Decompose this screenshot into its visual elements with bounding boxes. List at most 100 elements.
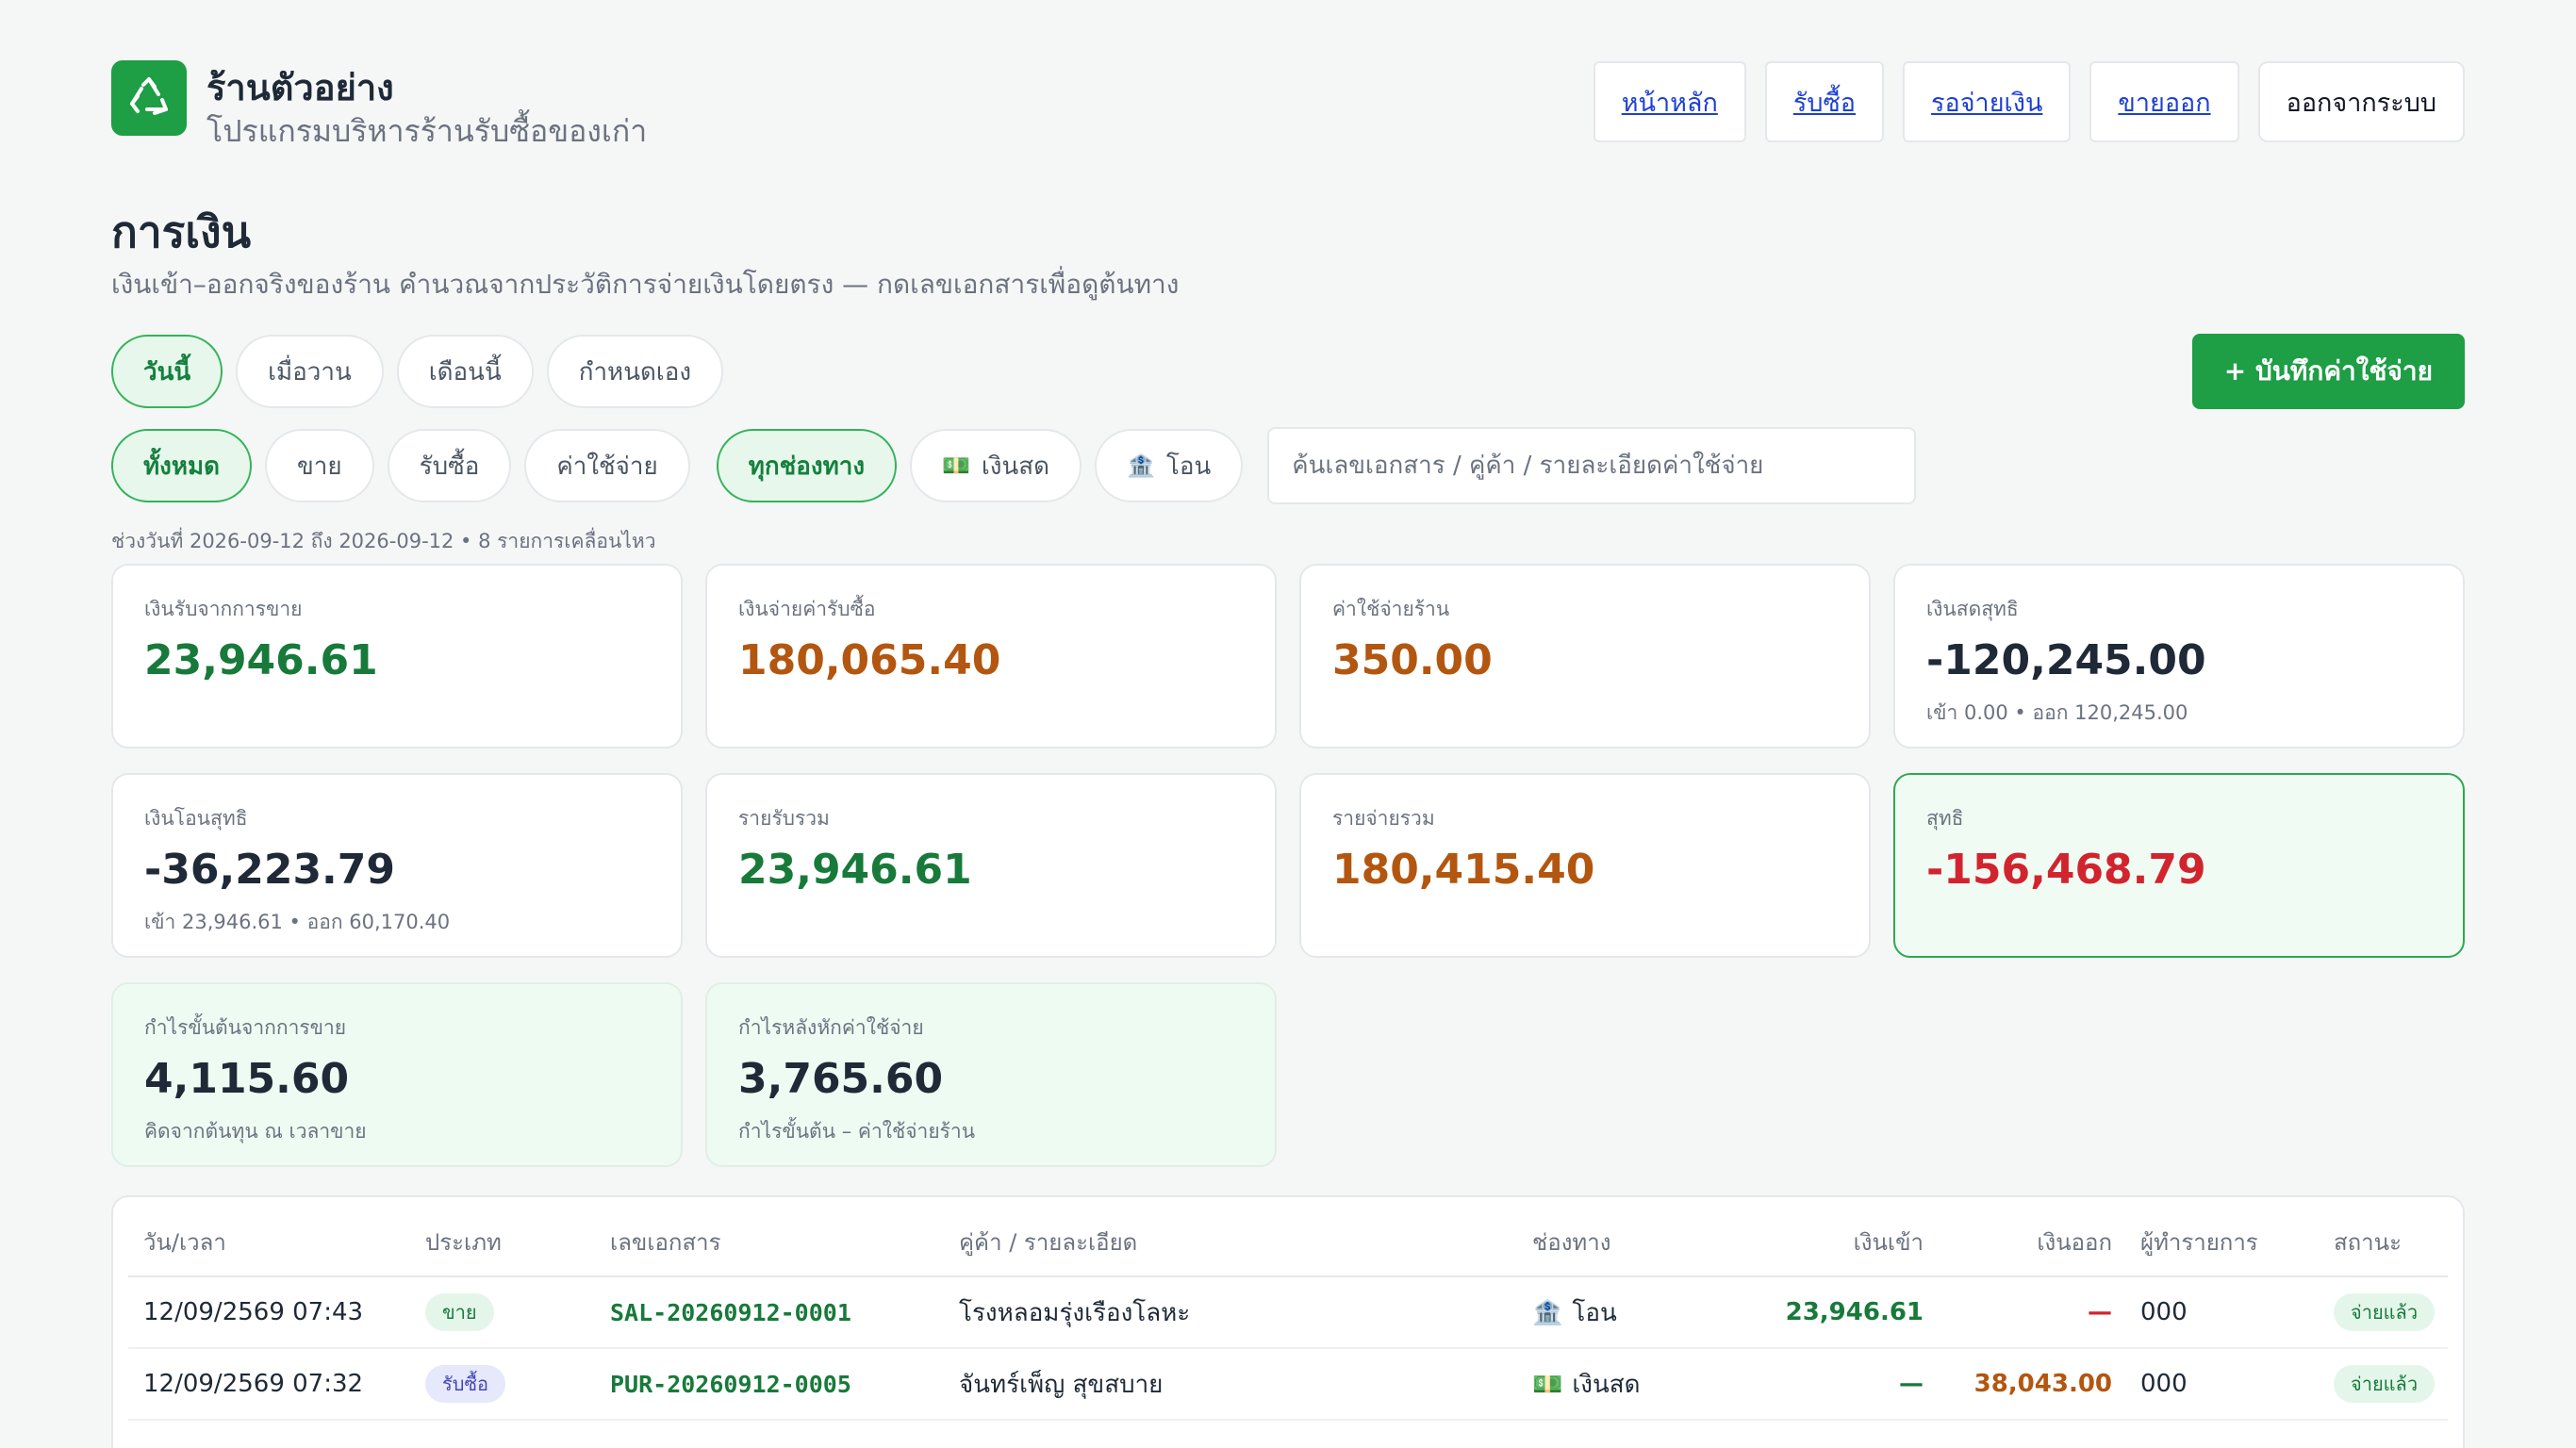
card-value: -156,468.79: [1926, 846, 2206, 894]
doc-link[interactable]: SAL-20260912-0001: [610, 1276, 959, 1349]
shop-name: ร้านตัวอย่าง: [206, 67, 394, 108]
filter-type-purchase[interactable]: รับซื้อ: [387, 429, 512, 502]
filter-type-expense[interactable]: ค่าใช้จ่าย: [524, 429, 690, 502]
cell-party: โรงหลอมรุ่งเรืองโลหะ: [959, 1276, 1532, 1349]
status-badge: จ่ายแล้ว: [2334, 1365, 2436, 1403]
type-badge: รับซื้อ: [425, 1365, 506, 1403]
logout-button[interactable]: ออกจากระบบ: [2257, 61, 2465, 142]
cell-by: 000: [2140, 1348, 2334, 1421]
card-label: รายรับรวม: [738, 807, 830, 830]
transactions-table: วัน/เวลา ประเภท เลขเอกสาร คู่ค้า / รายละ…: [128, 1197, 2448, 1421]
top-nav: หน้าหลัก รับซื้อ รอจ่ายเงิน ขายออก ออกจา…: [1593, 61, 2465, 142]
card-net-transfer: เงินโอนสุทธิ -36,223.79 เข้า 23,946.61 •…: [111, 773, 683, 958]
shop-subtitle: โปรแกรมบริหารร้านรับซื้อของเก่า: [206, 113, 648, 149]
col-doc[interactable]: เลขเอกสาร: [610, 1197, 959, 1277]
page-description: เงินเข้า–ออกจริงของร้าน คำนวณจากประวัติก…: [111, 269, 1180, 300]
doc-link[interactable]: PUR-20260912-0005: [610, 1348, 959, 1421]
filter-type-all[interactable]: ทั้งหมด: [111, 429, 252, 502]
card-gross-profit: กำไรขั้นต้นจากการขาย 4,115.60 คิดจากต้นท…: [111, 982, 683, 1167]
nav-pending-link[interactable]: รอจ่ายเงิน: [1931, 88, 2043, 118]
card-shop-expense: ค่าใช้จ่ายร้าน 350.00: [1299, 564, 1871, 749]
page-title: การเงิน: [111, 206, 252, 257]
col-in[interactable]: เงินเข้า: [1740, 1197, 1952, 1277]
nav-purchase-button[interactable]: รับซื้อ: [1764, 61, 1884, 142]
cell-in: 23,946.61: [1740, 1276, 1952, 1349]
card-label: เงินรับจากการขาย: [144, 598, 303, 620]
card-label: รายจ่ายรวม: [1332, 807, 1435, 830]
cell-status: จ่ายแล้ว: [2334, 1276, 2448, 1349]
card-sub: เข้า 23,946.61 • ออก 60,170.40: [144, 911, 451, 933]
col-out[interactable]: เงินออก: [1952, 1197, 2140, 1277]
recycle-icon[interactable]: [111, 60, 187, 136]
card-label: กำไรขั้นต้นจากการขาย: [144, 1016, 347, 1039]
nav-home-link[interactable]: หน้าหลัก: [1621, 88, 1718, 118]
card-label: เงินสดสุทธิ: [1926, 598, 2019, 620]
cell-type: รับซื้อ: [425, 1348, 610, 1421]
card-sub: เข้า 0.00 • ออก 120,245.00: [1926, 701, 2188, 724]
cell-datetime: 12/09/2569 07:43: [128, 1276, 425, 1349]
range-note: ช่วงวันที่ 2026-09-12 ถึง 2026-09-12 • 8…: [111, 530, 656, 552]
cell-status: จ่ายแล้ว: [2334, 1348, 2448, 1421]
filter-channel-all[interactable]: ทุกช่องทาง: [716, 429, 898, 502]
filter-channel-transfer-label: โอน: [1165, 452, 1212, 481]
nav-pending-button[interactable]: รอจ่ายเงิน: [1903, 61, 2072, 142]
nav-sell-link[interactable]: ขายออก: [2118, 88, 2211, 118]
date-filter-group: วันนี้ เมื่อวาน เดือนนี้ กำหนดเอง: [111, 335, 724, 408]
filter-channel-cash[interactable]: 💵 เงินสด: [910, 429, 1082, 502]
nav-sell-button[interactable]: ขายออก: [2089, 61, 2239, 142]
filter-yesterday[interactable]: เมื่อวาน: [236, 335, 384, 408]
card-total-income: รายรับรวม 23,946.61: [705, 773, 1277, 958]
col-party[interactable]: คู่ค้า / รายละเอียด: [959, 1197, 1532, 1277]
card-value: 23,946.61: [738, 846, 972, 894]
card-sub: กำไรขั้นต้น – ค่าใช้จ่ายร้าน: [738, 1120, 976, 1143]
cell-channel: 🏦 โอน: [1532, 1276, 1740, 1349]
card-value: 180,065.40: [738, 636, 1001, 684]
col-datetime[interactable]: วัน/เวลา: [128, 1197, 425, 1277]
card-net: สุทธิ -156,468.79: [1893, 773, 2465, 958]
card-value: 23,946.61: [144, 636, 378, 684]
card-sub: คิดจากต้นทุน ณ เวลาขาย: [144, 1120, 367, 1143]
cell-out: —: [1952, 1276, 2140, 1349]
table-header-row: วัน/เวลา ประเภท เลขเอกสาร คู่ค้า / รายละ…: [128, 1197, 2448, 1277]
filter-type-sale[interactable]: ขาย: [265, 429, 374, 502]
type-channel-filter-group: ทั้งหมด ขาย รับซื้อ ค่าใช้จ่าย ทุกช่องทา…: [111, 427, 1917, 504]
status-badge: จ่ายแล้ว: [2334, 1293, 2436, 1331]
card-label: เงินจ่ายค่ารับซื้อ: [738, 598, 876, 620]
table-row[interactable]: 12/09/2569 07:32 รับซื้อ PUR-20260912-00…: [128, 1348, 2448, 1421]
card-profit-after-expense: กำไรหลังหักค่าใช้จ่าย 3,765.60 กำไรขั้นต…: [705, 982, 1277, 1167]
channel-label: โอน: [1572, 1298, 1617, 1327]
filter-today[interactable]: วันนี้: [111, 335, 223, 408]
nav-purchase-link[interactable]: รับซื้อ: [1792, 88, 1856, 118]
table-row[interactable]: 12/09/2569 07:43 ขาย SAL-20260912-0001 โ…: [128, 1276, 2448, 1349]
filter-custom[interactable]: กำหนดเอง: [546, 335, 724, 408]
channel-label: เงินสด: [1572, 1370, 1641, 1399]
cell-channel: 💵 เงินสด: [1532, 1348, 1740, 1421]
cash-icon: 💵: [1532, 1370, 1563, 1399]
card-purchase-paid: เงินจ่ายค่ารับซื้อ 180,065.40: [705, 564, 1277, 749]
bank-icon: 🏦: [1127, 452, 1155, 479]
card-net-cash: เงินสดสุทธิ -120,245.00 เข้า 0.00 • ออก …: [1893, 564, 2465, 749]
card-label: ค่าใช้จ่ายร้าน: [1332, 598, 1450, 620]
col-channel[interactable]: ช่องทาง: [1532, 1197, 1740, 1277]
col-status[interactable]: สถานะ: [2334, 1197, 2448, 1277]
nav-home-button[interactable]: หน้าหลัก: [1593, 61, 1746, 142]
type-badge: ขาย: [425, 1293, 494, 1331]
col-type[interactable]: ประเภท: [425, 1197, 610, 1277]
card-label: เงินโอนสุทธิ: [144, 807, 248, 830]
filter-this-month[interactable]: เดือนนี้: [396, 335, 534, 408]
card-value: 180,415.40: [1332, 846, 1595, 894]
cell-datetime: 12/09/2569 07:32: [128, 1348, 425, 1421]
col-by[interactable]: ผู้ทำรายการ: [2140, 1197, 2334, 1277]
card-sales-income: เงินรับจากการขาย 23,946.61: [111, 564, 683, 749]
transactions-table-container: วัน/เวลา ประเภท เลขเอกสาร คู่ค้า / รายละ…: [111, 1195, 2465, 1448]
bank-icon: 🏦: [1532, 1298, 1563, 1327]
add-expense-button[interactable]: + บันทึกค่าใช้จ่าย: [2191, 334, 2465, 409]
card-label: สุทธิ: [1926, 807, 1964, 830]
search-input[interactable]: [1267, 427, 1917, 504]
cell-by: 000: [2140, 1276, 2334, 1349]
card-total-expense: รายจ่ายรวม 180,415.40: [1299, 773, 1871, 958]
filter-channel-transfer[interactable]: 🏦 โอน: [1095, 429, 1244, 502]
cell-type: ขาย: [425, 1276, 610, 1349]
filter-channel-cash-label: เงินสด: [981, 452, 1050, 481]
